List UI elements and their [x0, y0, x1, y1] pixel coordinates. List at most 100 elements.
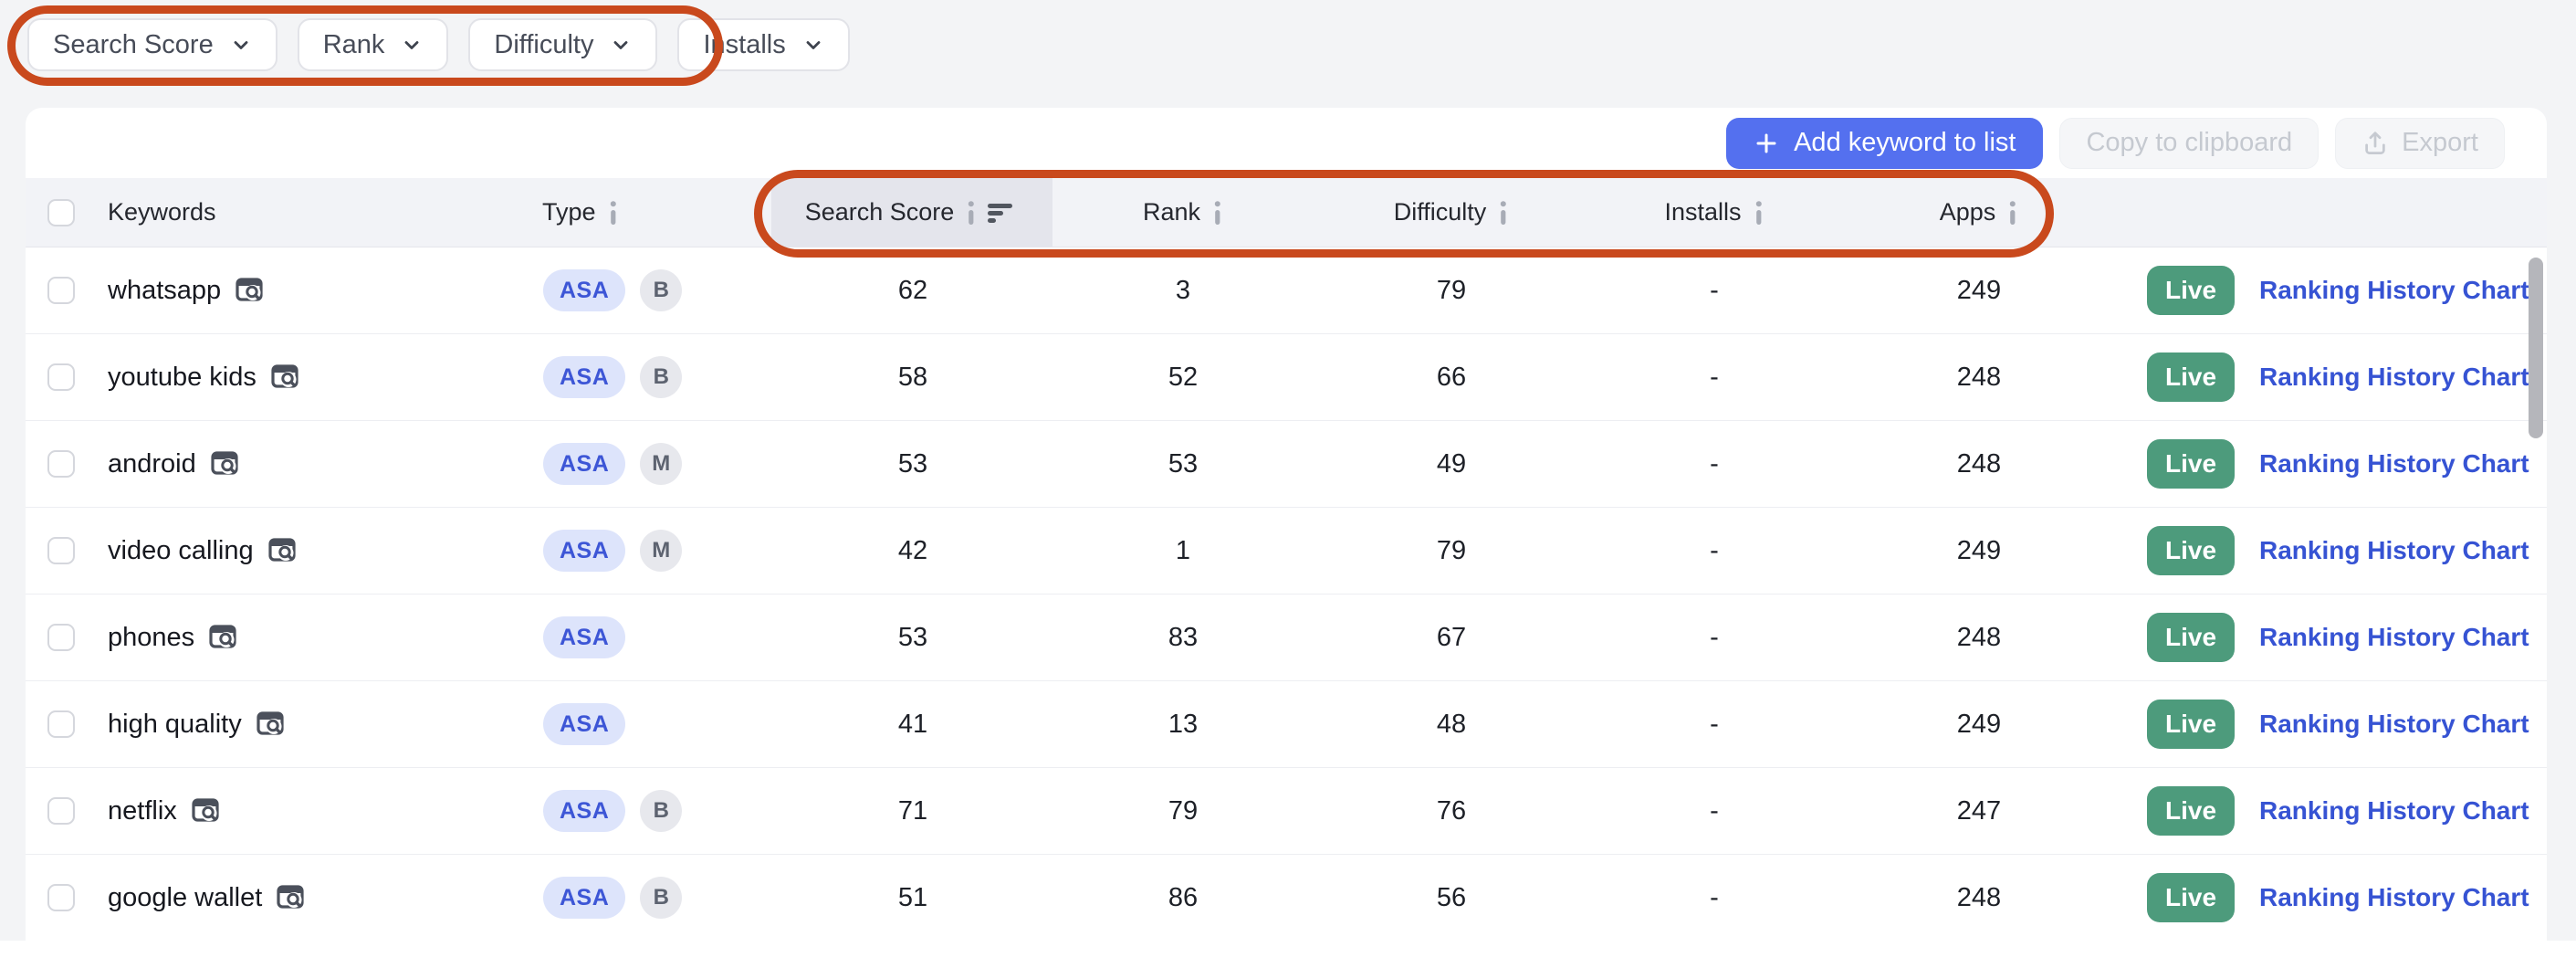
ranking-history-chart-link[interactable]: Ranking History Chart [2259, 363, 2529, 391]
keyword-label: netflix [108, 795, 177, 826]
info-icon[interactable] [2006, 200, 2018, 226]
filter-dropdown-difficulty[interactable]: Difficulty [468, 18, 658, 71]
installs-value: - [1710, 709, 1719, 739]
header-installs[interactable]: Installs [1577, 178, 1851, 247]
rank-value: 83 [1168, 622, 1199, 652]
ranking-history-chart-link[interactable]: Ranking History Chart [2259, 623, 2529, 651]
plus-icon [1756, 133, 1776, 153]
export-button[interactable]: Export [2335, 117, 2505, 169]
header-keywords[interactable]: Keywords [108, 198, 216, 226]
keyword-label: youtube kids [108, 362, 257, 392]
row-checkbox[interactable] [47, 537, 75, 564]
ranking-history-chart-link[interactable]: Ranking History Chart [2259, 536, 2529, 564]
chevron-down-icon [806, 41, 821, 49]
filter-dropdown-search-score[interactable]: Search Score [27, 18, 277, 71]
search-score-value: 51 [897, 882, 928, 912]
table-header: Keywords Type Search Score Rank Difficul… [26, 178, 2547, 247]
row-checkbox[interactable] [47, 624, 75, 651]
info-icon[interactable] [965, 200, 977, 226]
row-checkbox[interactable] [47, 450, 75, 478]
filter-label: Rank [322, 29, 385, 59]
filter-label: Difficulty [494, 29, 594, 59]
difficulty-value: 79 [1436, 275, 1467, 305]
type-badge-b: B [640, 356, 683, 398]
keyword-label: android [108, 448, 196, 479]
difficulty-value: 76 [1436, 795, 1467, 826]
type-badge-asa: ASA [543, 877, 626, 919]
keyword-preview-icon[interactable] [211, 451, 240, 477]
type-badge-asa: ASA [543, 703, 626, 745]
info-icon[interactable] [607, 200, 619, 226]
installs-value: - [1710, 535, 1719, 565]
keyword-preview-icon[interactable] [268, 538, 298, 563]
keyword-preview-icon[interactable] [236, 278, 265, 303]
table-row: video calling ASA M 42 1 79 - 249 Live Ranking Hi… [26, 508, 2547, 594]
filter-dropdown-installs[interactable]: Installs [677, 18, 850, 71]
table-row: phones ASA 53 83 67 - 248 Live Ranking History C… [26, 594, 2547, 681]
ranking-history-chart-link[interactable]: Ranking History Chart [2259, 449, 2529, 478]
header-apps[interactable]: Apps [1842, 178, 2116, 247]
ranking-history-chart-link[interactable]: Ranking History Chart [2259, 710, 2529, 738]
row-checkbox[interactable] [47, 277, 75, 304]
apps-value: 248 [1956, 622, 2002, 652]
keyword-preview-icon[interactable] [257, 711, 286, 737]
installs-value: - [1710, 275, 1719, 305]
select-all-checkbox[interactable] [47, 199, 75, 226]
rank-value: 52 [1168, 362, 1199, 392]
header-rank[interactable]: Rank [1046, 178, 1320, 247]
ranking-history-chart-link[interactable]: Ranking History Chart [2259, 276, 2529, 304]
add-keyword-button[interactable]: Add keyword to list [1726, 117, 2044, 169]
status-badge: Live [2147, 266, 2236, 315]
rank-value: 86 [1168, 882, 1199, 912]
type-badge-b: B [640, 790, 683, 832]
info-icon[interactable] [1753, 200, 1764, 226]
table-row: whatsapp ASA B 62 3 79 - 249 Live Ranking History… [26, 247, 2547, 334]
keyword-preview-icon[interactable] [277, 885, 306, 910]
apps-value: 248 [1956, 882, 2002, 912]
toolbar: Add keyword to list Copy to clipboard Ex… [1726, 108, 2505, 178]
installs-value: - [1710, 882, 1719, 912]
chevron-down-icon [234, 41, 248, 49]
row-checkbox[interactable] [47, 797, 75, 825]
keyword-preview-icon[interactable] [192, 798, 221, 824]
status-badge: Live [2147, 439, 2236, 489]
table-body: whatsapp ASA B 62 3 79 - 249 Live Ranking History… [26, 247, 2547, 942]
header-search-score[interactable]: Search Score [771, 178, 1052, 247]
apps-value: 249 [1956, 535, 2002, 565]
type-badge-asa: ASA [543, 790, 626, 832]
type-badge-asa: ASA [543, 443, 626, 485]
sort-descending-icon[interactable] [988, 202, 1019, 224]
vertical-scrollbar[interactable] [2529, 258, 2543, 438]
keyword-label: google wallet [108, 882, 263, 912]
status-badge: Live [2147, 700, 2236, 749]
header-difficulty[interactable]: Difficulty [1314, 178, 1588, 247]
chevron-down-icon [405, 41, 419, 49]
keyword-preview-icon[interactable] [209, 625, 238, 650]
row-checkbox[interactable] [47, 884, 75, 911]
export-label: Export [2402, 128, 2478, 157]
row-checkbox[interactable] [47, 710, 75, 738]
export-icon [2365, 131, 2385, 154]
search-score-value: 58 [897, 362, 928, 392]
status-badge: Live [2147, 613, 2236, 662]
difficulty-value: 67 [1436, 622, 1467, 652]
filter-dropdown-rank[interactable]: Rank [297, 18, 449, 71]
info-icon[interactable] [1211, 200, 1223, 226]
copy-label: Copy to clipboard [2086, 128, 2293, 157]
ranking-history-chart-link[interactable]: Ranking History Chart [2259, 796, 2529, 825]
type-badge-m: M [640, 443, 683, 485]
type-badge-b: B [640, 269, 683, 311]
difficulty-value: 49 [1436, 448, 1467, 479]
header-type[interactable]: Type [542, 178, 619, 247]
row-checkbox[interactable] [47, 363, 75, 391]
difficulty-value: 79 [1436, 535, 1467, 565]
status-badge: Live [2147, 352, 2236, 402]
table-row: android ASA M 53 53 49 - 248 Live Ranking History… [26, 421, 2547, 508]
ranking-history-chart-link[interactable]: Ranking History Chart [2259, 883, 2529, 911]
info-icon[interactable] [1497, 200, 1509, 226]
copy-to-clipboard-button[interactable]: Copy to clipboard [2059, 117, 2319, 169]
keyword-preview-icon[interactable] [271, 364, 300, 390]
rank-value: 13 [1168, 709, 1199, 739]
rank-value: 3 [1175, 275, 1191, 305]
